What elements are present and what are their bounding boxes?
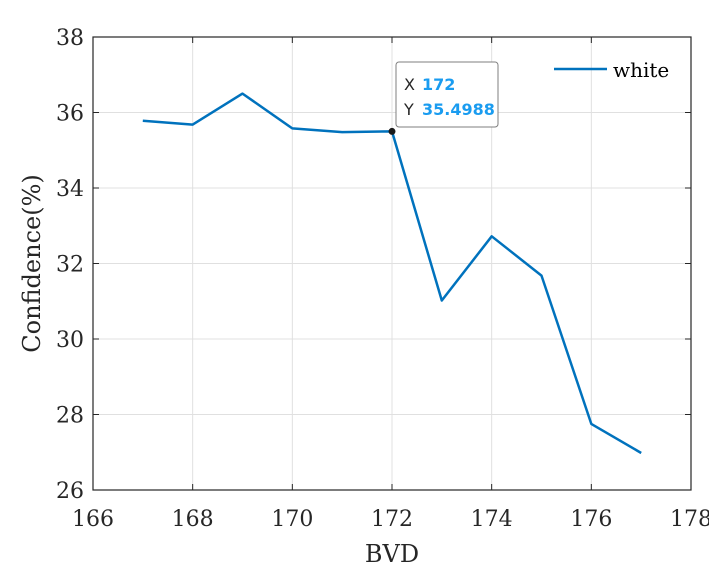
- y-axis-label: Confidence(%): [18, 174, 46, 352]
- data-tip-x-value: 172: [422, 75, 455, 94]
- legend-label-white: white: [613, 58, 669, 82]
- data-tip-y-value: 35.4988: [422, 100, 495, 119]
- grid: [93, 37, 691, 490]
- y-tick-label: 32: [56, 253, 84, 278]
- data-tip-y-label: Y: [403, 100, 414, 119]
- x-tick-label: 166: [72, 507, 114, 532]
- data-tip-x-label: X: [404, 75, 415, 94]
- x-tick-label: 174: [471, 507, 513, 532]
- legend[interactable]: white: [554, 58, 669, 82]
- x-axis-label: BVD: [365, 540, 419, 568]
- x-tick-label: 172: [371, 507, 413, 532]
- y-tick-label: 28: [56, 404, 84, 429]
- y-tick-label: 36: [56, 102, 84, 127]
- y-tick-label: 34: [56, 177, 84, 202]
- x-tick-label: 170: [271, 507, 313, 532]
- data-tip-marker: [388, 127, 396, 135]
- x-tick-label: 176: [570, 507, 612, 532]
- x-tick-label: 178: [670, 507, 709, 532]
- data-tip-box: [395, 61, 499, 128]
- x-tick-label: 168: [172, 507, 214, 532]
- y-tick-label: 26: [56, 479, 84, 504]
- y-tick-label: 30: [56, 328, 84, 353]
- y-tick-label: 38: [56, 26, 84, 51]
- axis-ticks: 166 168 170 172 174 176 178 26 28 30 32 34 36 38: [56, 26, 709, 532]
- data-tip[interactable]: X 172 Y 35.4988: [388, 61, 499, 135]
